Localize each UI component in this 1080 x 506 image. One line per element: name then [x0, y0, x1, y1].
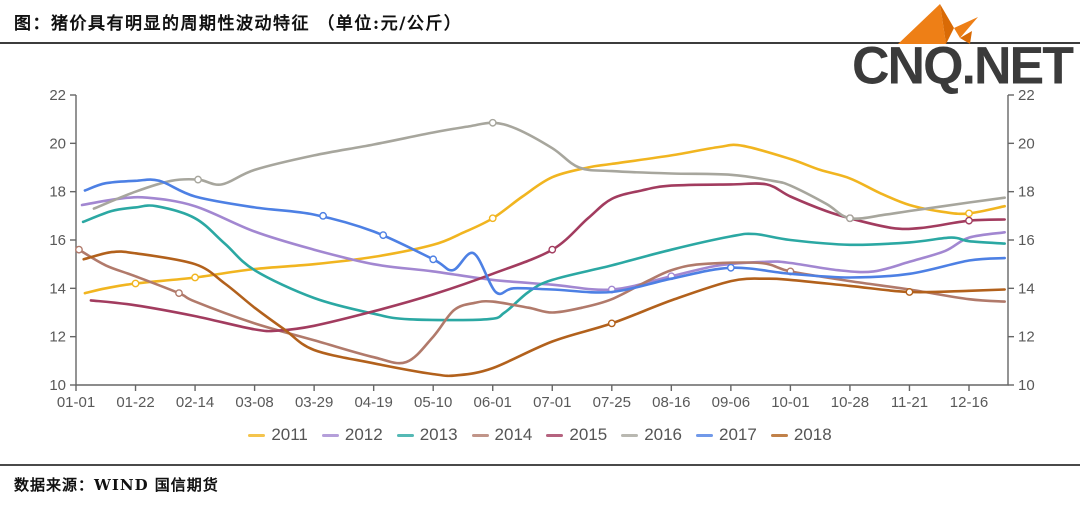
x-tick-labels: 01-01 01-22 02-14 03-08 03-29 04-19 05-10 06-01… [57, 394, 988, 411]
series-marker-2011 [131, 279, 140, 288]
price-cycle-chart: 10 10 12 12 14 14 16 16 18 18 20 20 22 22 01-01 01-22 02… [49, 87, 1034, 411]
legend-label: 2016 [644, 425, 683, 444]
data-source: 数据来源：WIND 国信期货 [14, 476, 219, 494]
legend-label: 2015 [569, 425, 608, 444]
x-tick-label: 05-10 [414, 394, 452, 411]
series-marker-2017 [319, 211, 327, 220]
y-tick-label: 16 [1018, 232, 1035, 249]
series-marker-2018 [607, 319, 616, 328]
y-tick-label: 22 [49, 87, 66, 104]
legend-label: 2018 [793, 425, 832, 444]
x-tick-label: 03-29 [295, 394, 333, 411]
axes [70, 94, 1014, 391]
y-tick-label: 18 [49, 184, 66, 201]
y-tick-label: 10 [49, 377, 66, 394]
y-tick-label: 16 [49, 232, 66, 249]
legend-item-2013: 2013 [396, 425, 458, 445]
legend-label: 2017 [719, 425, 757, 444]
legend-swatch-2018 [770, 433, 788, 437]
series-line-2017 [83, 178, 1006, 296]
y-tick-label: 22 [1018, 87, 1035, 104]
series-marker-2017 [379, 231, 388, 240]
chart-legend: 2011 2012 2013 2014 2015 2016 2017 2018 [0, 425, 1080, 445]
y-tick-label: 20 [49, 135, 66, 152]
cnq-logo: CNQ.NET [788, 0, 1074, 96]
x-tick-label: 01-22 [116, 394, 154, 411]
legend-label: 2011 [271, 425, 308, 444]
series-marker-2017 [429, 255, 438, 264]
x-tick-label: 03-08 [235, 394, 273, 411]
x-tick-label: 04-19 [354, 394, 392, 411]
series-marker-2011 [965, 209, 973, 218]
x-tick-label: 10-01 [771, 394, 809, 411]
origami-bird-icon [898, 4, 978, 44]
series-line-2015 [89, 182, 1006, 333]
legend-swatch-2012 [321, 433, 339, 437]
series-marker-2011 [191, 273, 199, 282]
x-tick-label: 09-06 [712, 394, 750, 411]
legend-swatch-2017 [696, 433, 714, 437]
y-tick-label: 20 [1018, 135, 1035, 152]
logo-text: CNQ.NET [852, 36, 1074, 96]
y-tick-label: 12 [49, 329, 66, 346]
series-marker-2018 [905, 288, 914, 296]
legend-item-2017: 2017 [696, 425, 757, 445]
page-title: 图：猪价具有明显的周期性波动特征 （单位:元/公斤） [14, 14, 463, 34]
y-tick-label: 10 [1018, 377, 1035, 394]
y-tick-labels: 10 10 12 12 14 14 16 16 18 18 20 20 22 22 [49, 87, 1034, 394]
series-marker-2014 [175, 289, 183, 298]
series-marker-2016 [846, 214, 854, 223]
legend-item-2016: 2016 [621, 425, 682, 445]
series-marker-2014 [75, 245, 83, 254]
x-tick-label: 11-21 [891, 394, 928, 411]
legend-swatch-2014 [471, 433, 489, 437]
x-tick-label: 10-28 [831, 394, 869, 411]
x-tick-label: 07-25 [593, 394, 631, 411]
x-tick-label: 06-01 [474, 394, 512, 411]
series-marker-2017 [726, 263, 735, 272]
series-marker-2015 [965, 216, 973, 225]
legend-swatch-2013 [396, 433, 414, 437]
series-line-2018 [82, 250, 1006, 378]
legend-label: 2014 [494, 425, 533, 444]
legend-label: 2012 [344, 425, 383, 444]
x-tick-label: 07-01 [533, 394, 571, 411]
y-tick-label: 12 [1018, 329, 1035, 346]
legend-swatch-2011 [248, 433, 266, 437]
y-tick-label: 14 [1018, 280, 1035, 297]
title-divider [0, 42, 1080, 44]
legend-item-2018: 2018 [770, 425, 832, 445]
x-tick-label: 12-16 [950, 394, 988, 411]
footer-divider [0, 464, 1080, 466]
series-marker-2015 [548, 245, 557, 254]
x-tick-label: 02-14 [176, 394, 214, 411]
legend-swatch-2015 [546, 433, 564, 437]
legend-item-2012: 2012 [321, 425, 383, 445]
legend-item-2011: 2011 [248, 425, 308, 445]
x-tick-label: 01-01 [57, 394, 95, 411]
legend-swatch-2016 [621, 433, 639, 437]
series-marker-2011 [488, 214, 497, 223]
y-tick-label: 14 [49, 280, 66, 297]
legend-item-2014: 2014 [471, 425, 533, 445]
x-tick-label: 08-16 [652, 394, 690, 411]
series-marker-2016 [194, 175, 202, 184]
legend-label: 2013 [419, 425, 458, 444]
series-marker-2016 [488, 118, 497, 127]
legend-item-2015: 2015 [546, 425, 607, 445]
y-tick-label: 18 [1018, 184, 1035, 201]
